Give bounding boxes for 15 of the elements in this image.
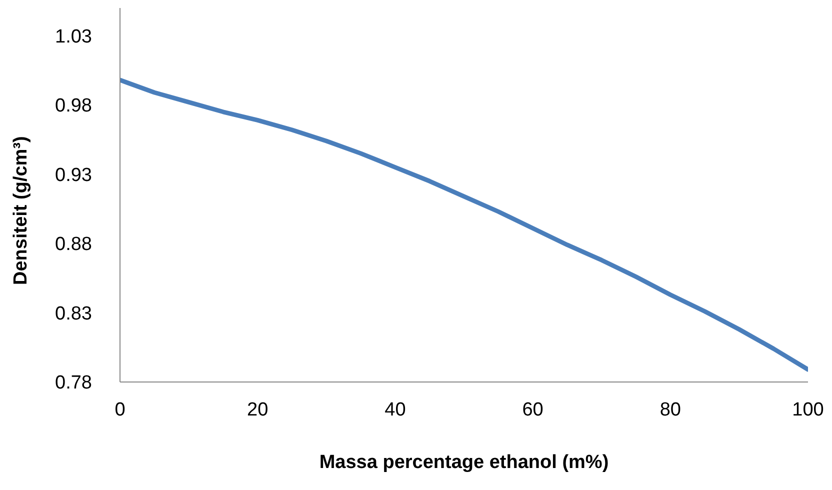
- x-tick-label: 0: [114, 399, 126, 420]
- y-tick-label: 0.83: [55, 303, 92, 324]
- y-axis-title: Densiteit (g/cm³): [10, 136, 32, 285]
- x-tick-label: 80: [660, 399, 681, 420]
- x-tick-label: 40: [384, 399, 406, 420]
- x-axis-title: Massa percentage ethanol (m%): [319, 452, 609, 473]
- x-tick-label: 20: [247, 399, 268, 420]
- y-tick-label: 0.93: [55, 164, 92, 186]
- line-series: [120, 78, 808, 372]
- y-tick-label: 0.88: [55, 234, 92, 256]
- y-tick-label: 0.78: [55, 372, 92, 394]
- x-tick-label: 60: [522, 399, 544, 420]
- x-tick-label: 100: [792, 399, 824, 420]
- y-tick-label: 1.03: [55, 26, 92, 48]
- y-tick-label: 0.98: [55, 96, 92, 117]
